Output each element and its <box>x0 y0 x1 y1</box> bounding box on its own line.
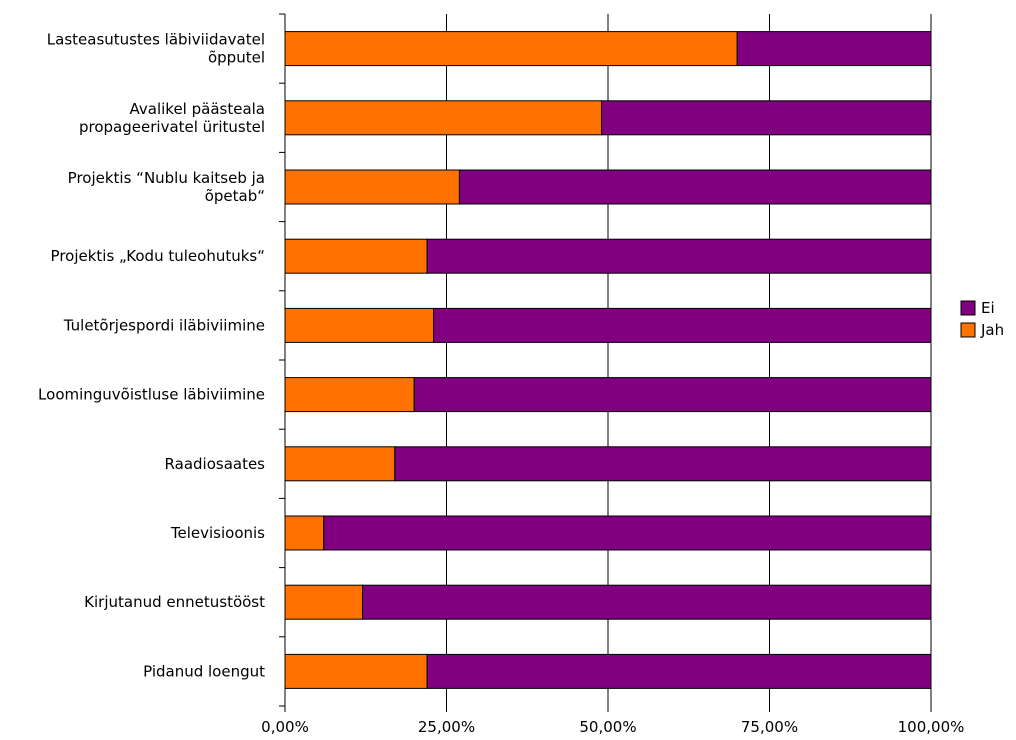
bar-jah <box>284 446 396 482</box>
category-label: Pidanud loengut <box>143 662 265 680</box>
category-label-line: Televisioonis <box>170 524 265 542</box>
bar-jah <box>284 584 364 620</box>
category-label-line: Avalikel päästeala <box>130 100 265 118</box>
bar-jah <box>284 377 415 413</box>
category-label-line: propageerivatel üritustel <box>79 118 265 136</box>
bar-jah <box>284 100 603 136</box>
x-tick-label: 75,00% <box>741 718 798 736</box>
bar-jah <box>284 307 435 343</box>
legend-label-ei: Ei <box>981 299 995 317</box>
bar-ei <box>433 307 932 343</box>
bar-ei <box>362 584 932 620</box>
bar-ei <box>426 653 932 689</box>
x-tick-label: 50,00% <box>579 718 636 736</box>
category-label-line: Raadiosaates <box>165 455 266 473</box>
bar-ei <box>736 31 932 67</box>
category-label-line: Pidanud loengut <box>143 662 265 680</box>
bar-jah <box>284 238 428 274</box>
bar-jah <box>284 515 325 551</box>
bars <box>284 31 932 689</box>
bar-ei <box>601 100 932 136</box>
category-label: Avalikel päästeala propageerivatel üritus… <box>79 100 265 136</box>
category-label-line: õpetab“ <box>205 187 265 205</box>
bar-jah <box>284 169 460 205</box>
category-label: Televisioonis <box>170 524 265 542</box>
category-label-line: Loominguvõistluse läbiviimine <box>38 386 265 404</box>
axes <box>279 13 932 712</box>
category-label: Lasteasutustes läbiviidavatel õpputel <box>47 31 265 67</box>
category-label: Kirjutanud ennetustööst <box>84 593 265 611</box>
legend-label-jah: Jah <box>980 321 1004 339</box>
bar-ei <box>458 169 932 205</box>
category-label-line: Projektis „Kodu tuleohutuks“ <box>51 247 265 265</box>
x-tick-label: 0,00% <box>261 718 309 736</box>
x-tick-label: 100,00% <box>898 718 965 736</box>
bar-ei <box>323 515 932 551</box>
category-labels: Lasteasutustes läbiviidavatel õpputel Aval… <box>38 31 265 681</box>
category-label: Projektis „Kodu tuleohutuks“ <box>51 247 265 265</box>
bar-ei <box>413 377 932 413</box>
bar-jah <box>284 31 738 67</box>
category-label-line: Lasteasutustes läbiviidavatel <box>47 31 265 49</box>
category-label: Tuletõrjespordi iläbiviimine <box>63 316 265 334</box>
legend-swatch-jah <box>960 322 976 338</box>
bar-jah <box>284 653 428 689</box>
bar-ei <box>394 446 932 482</box>
category-label: Raadiosaates <box>165 455 266 473</box>
legend: Ei Jah <box>960 299 1004 339</box>
category-label-line: Projektis “Nublu kaitseb ja <box>68 169 265 187</box>
x-tick-labels: 0,00% 25,00% 50,00% 75,00% 100,00% <box>261 718 964 736</box>
category-label-line: õpputel <box>208 49 265 67</box>
x-tick-label: 25,00% <box>418 718 475 736</box>
category-label-line: Tuletõrjespordi iläbiviimine <box>63 316 265 334</box>
category-label: Projektis “Nublu kaitseb ja õpetab“ <box>68 169 265 205</box>
category-label-line: Kirjutanud ennetustööst <box>84 593 265 611</box>
category-label: Loominguvõistluse läbiviimine <box>38 386 265 404</box>
bar-ei <box>426 238 932 274</box>
legend-swatch-ei <box>960 300 976 316</box>
